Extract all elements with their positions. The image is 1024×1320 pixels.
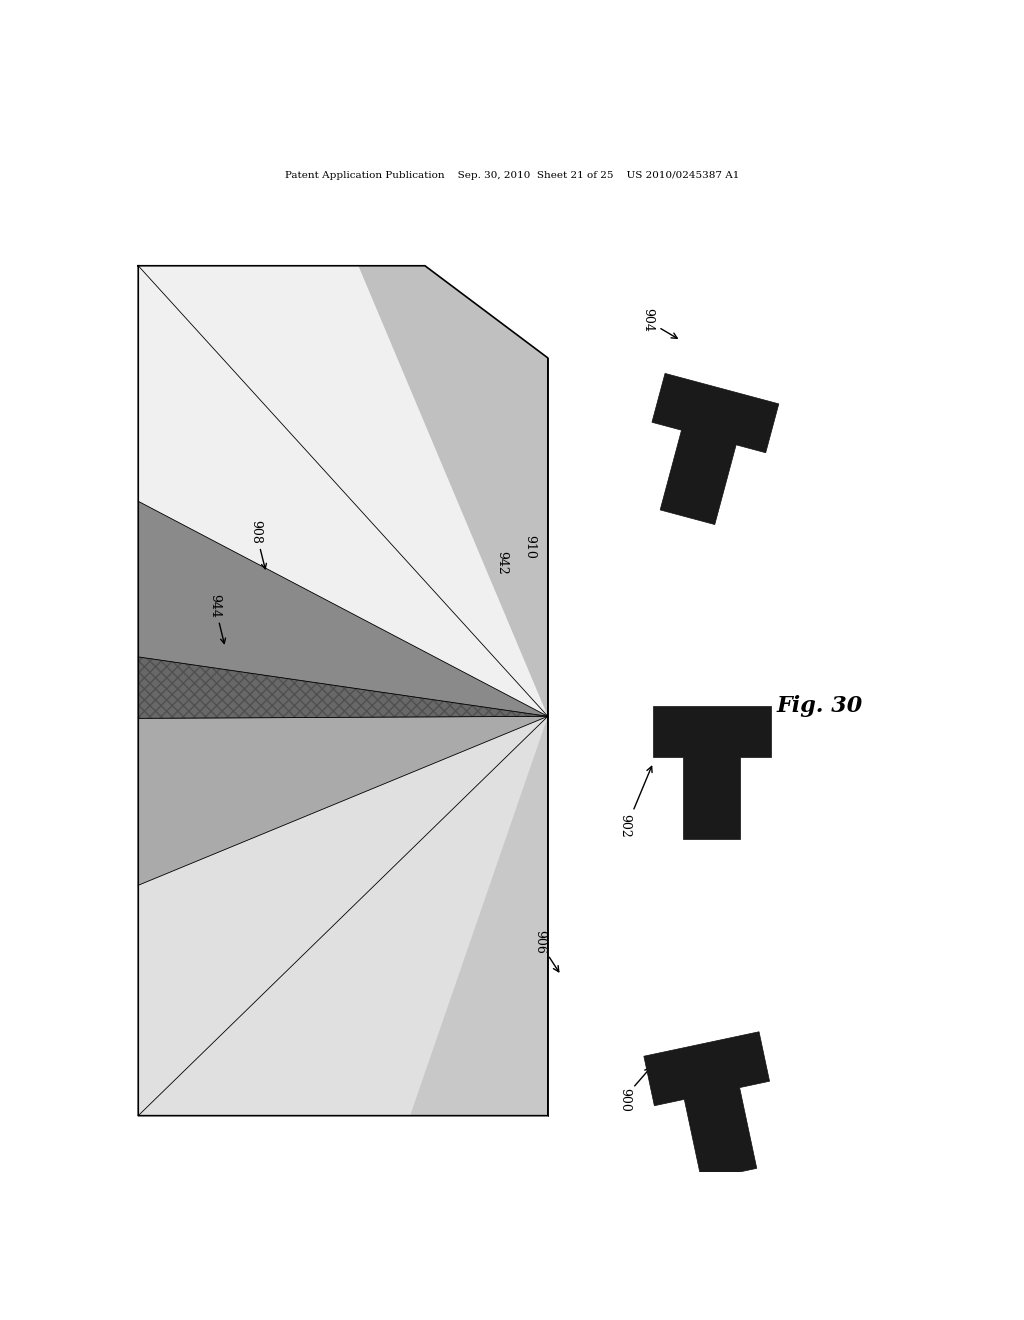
Polygon shape <box>138 265 548 717</box>
Polygon shape <box>138 717 548 1115</box>
Text: 900: 900 <box>618 1089 631 1113</box>
Polygon shape <box>138 502 548 717</box>
Polygon shape <box>644 1032 770 1180</box>
Text: Patent Application Publication    Sep. 30, 2010  Sheet 21 of 25    US 2010/02453: Patent Application Publication Sep. 30, … <box>285 170 739 180</box>
Text: 908: 908 <box>250 520 266 569</box>
Polygon shape <box>138 265 548 1115</box>
Text: Fig. 30: Fig. 30 <box>776 696 862 717</box>
Polygon shape <box>410 717 548 1115</box>
Polygon shape <box>653 706 770 840</box>
Text: 904: 904 <box>642 308 654 331</box>
Text: 942: 942 <box>496 550 508 574</box>
Text: 906: 906 <box>534 929 546 953</box>
Text: 910: 910 <box>523 536 536 560</box>
Text: 944: 944 <box>209 594 225 644</box>
Text: 902: 902 <box>618 814 631 838</box>
Polygon shape <box>138 657 548 718</box>
Polygon shape <box>358 265 548 717</box>
Polygon shape <box>652 374 779 524</box>
Polygon shape <box>138 717 548 886</box>
